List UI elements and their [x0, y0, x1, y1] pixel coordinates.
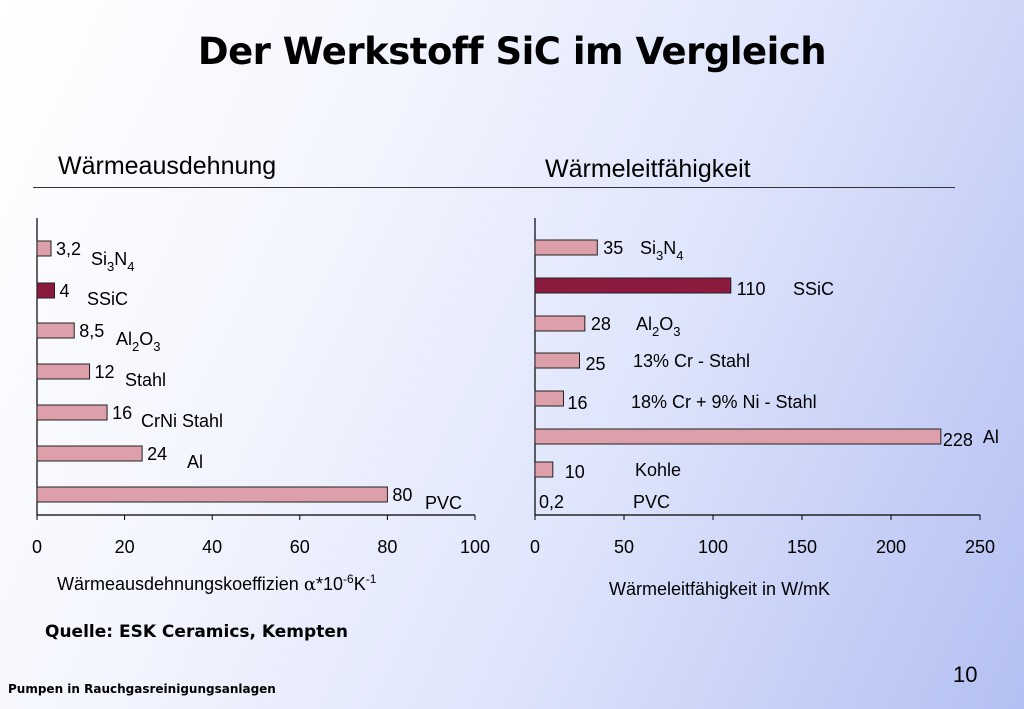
left-bar-value: 16	[112, 403, 132, 423]
left-x-tick-label: 80	[377, 537, 397, 557]
right-x-tick-label: 0	[530, 537, 540, 557]
right-bar-value: 28	[591, 314, 611, 334]
title-divider	[33, 187, 955, 188]
left-x-tick-label: 60	[290, 537, 310, 557]
left-bar-value: 3,2	[56, 239, 81, 259]
right-x-tick-label: 250	[965, 537, 995, 557]
left-bar-category: Stahl	[125, 370, 166, 390]
left-bar-value: 24	[147, 444, 167, 464]
right-bar-category: 18% Cr + 9% Ni - Stahl	[631, 392, 817, 412]
left-x-tick-label: 100	[460, 537, 490, 557]
right-bar-category: Kohle	[635, 460, 681, 480]
right-bar-value: 35	[603, 238, 623, 258]
right-bar-category: SSiC	[793, 279, 834, 299]
left-bar-category: CrNi Stahl	[141, 411, 223, 431]
right-bar-value: 228	[943, 430, 973, 450]
left-bar	[36, 240, 52, 257]
left-x-tick-label: 0	[32, 537, 42, 557]
right-bar	[534, 428, 942, 445]
right-x-tick-label: 150	[787, 537, 817, 557]
page-number: 10	[953, 662, 978, 687]
right-bar-value: 0,2	[539, 492, 564, 512]
left-x-tick-label: 20	[115, 537, 135, 557]
slide-title: Der Werkstoff SiC im Vergleich	[197, 30, 827, 73]
right-bar-category: 13% Cr - Stahl	[633, 351, 750, 371]
chart-right-title: Wärmeleitfähigkeit	[545, 155, 751, 183]
left-bar	[36, 363, 91, 380]
left-bar-value: 8,5	[79, 321, 104, 341]
left-bar-category: Al	[187, 452, 203, 472]
right-bar-category: Si3N4	[640, 238, 683, 263]
right-x-axis-label: Wärmeleitfähigkeit in W/mK	[609, 579, 830, 599]
right-x-tick-label: 200	[876, 537, 906, 557]
source-note: Quelle: ESK Ceramics, Kempten	[45, 622, 348, 642]
left-bar-value: 4	[60, 281, 70, 301]
right-bar-value: 10	[565, 462, 585, 482]
right-bar	[534, 239, 598, 256]
left-bar	[36, 282, 56, 299]
left-bar-value: 12	[95, 362, 115, 382]
right-x-tick-label: 50	[614, 537, 634, 557]
footer-text: Pumpen in Rauchgasreinigungsanlagen	[8, 682, 276, 696]
left-bar	[36, 445, 143, 462]
left-bar	[36, 322, 75, 339]
left-bar-category: Si3N4	[91, 249, 134, 274]
right-bar	[534, 390, 564, 407]
left-x-tick-label: 40	[202, 537, 222, 557]
right-bar-value: 25	[586, 354, 606, 374]
left-bar-value: 80	[392, 485, 412, 505]
right-bar	[534, 315, 586, 332]
right-bar-category: Al	[983, 427, 999, 447]
right-bar-value: 16	[567, 393, 587, 413]
right-bar-category: PVC	[633, 492, 670, 512]
right-bar-value: 110	[737, 279, 766, 299]
chart-left-title: Wärmeausdehnung	[58, 152, 277, 180]
left-bar	[36, 404, 108, 421]
left-x-axis-label: Wärmeausdehnungskoeffizien α*10-6K-1	[57, 572, 377, 595]
left-bar-category: PVC	[425, 493, 462, 513]
left-bar-category: SSiC	[87, 289, 128, 309]
right-bar-category: Al2O3	[636, 314, 681, 339]
right-bar	[534, 461, 554, 478]
left-bar	[36, 486, 388, 503]
left-bar-category: Al2O3	[116, 329, 161, 354]
right-bar	[534, 352, 580, 369]
right-bar	[534, 277, 732, 294]
right-x-tick-label: 100	[698, 537, 728, 557]
